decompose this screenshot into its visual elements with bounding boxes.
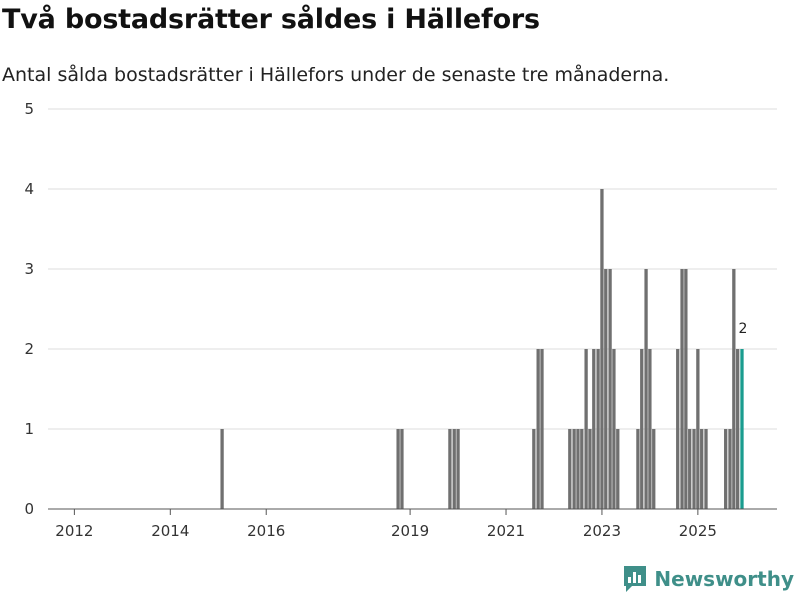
bar [692, 429, 696, 509]
x-tick-label: 2025 [679, 522, 717, 540]
bar [456, 429, 460, 509]
x-tick-label: 2019 [391, 522, 429, 540]
newsworthy-logo-icon [624, 566, 647, 592]
x-tick-label: 2014 [151, 522, 189, 540]
bar [532, 429, 536, 509]
chart-title: Två bostadsrätter såldes i Hällefors [2, 4, 540, 35]
bar [736, 349, 740, 509]
bar [576, 429, 580, 509]
bar [688, 429, 692, 509]
bar [220, 429, 224, 509]
bar [704, 429, 708, 509]
y-tick-label: 5 [24, 100, 34, 118]
bar [640, 349, 644, 509]
bar [600, 189, 604, 509]
bar [644, 269, 648, 509]
y-tick-label: 2 [24, 340, 34, 358]
bar [616, 429, 620, 509]
bar-chart: 0 1 2 3 4 5 2 2012 2014 2016 2019 2021 2023 2025 [24, 100, 777, 540]
bar [536, 349, 540, 509]
bar [448, 429, 452, 509]
bar [588, 429, 592, 509]
brand-logo: Newsworthy [622, 564, 794, 594]
bar [540, 349, 544, 509]
bar [596, 349, 600, 509]
bar [696, 349, 700, 509]
bar [700, 429, 704, 509]
y-tick-label: 4 [24, 180, 34, 198]
bar [592, 349, 596, 509]
bar [452, 429, 456, 509]
bar [584, 349, 588, 509]
bar [652, 429, 656, 509]
bar [648, 349, 652, 509]
chart-subtitle: Antal sålda bostadsrätter i Hällefors un… [2, 64, 670, 86]
y-tick-label: 1 [24, 420, 34, 438]
bar [400, 429, 404, 509]
y-tick-label: 3 [24, 260, 34, 278]
bar [568, 429, 572, 509]
x-tick-label: 2023 [583, 522, 621, 540]
bar [740, 349, 744, 509]
bar [684, 269, 688, 509]
bar [608, 269, 612, 509]
bar [604, 269, 608, 509]
bar [680, 269, 684, 509]
x-tick-label: 2016 [247, 522, 285, 540]
bar [396, 429, 400, 509]
bar [724, 429, 728, 509]
bar [572, 429, 576, 509]
bar [636, 429, 640, 509]
bar [676, 349, 680, 509]
y-tick-label: 0 [24, 500, 34, 518]
bar [732, 269, 736, 509]
brand-name: Newsworthy [654, 567, 794, 591]
bar [728, 429, 732, 509]
x-tick-label: 2021 [487, 522, 525, 540]
data-label: 2 [739, 321, 748, 337]
bar [580, 429, 584, 509]
x-tick-label: 2012 [55, 522, 93, 540]
bar [612, 349, 616, 509]
